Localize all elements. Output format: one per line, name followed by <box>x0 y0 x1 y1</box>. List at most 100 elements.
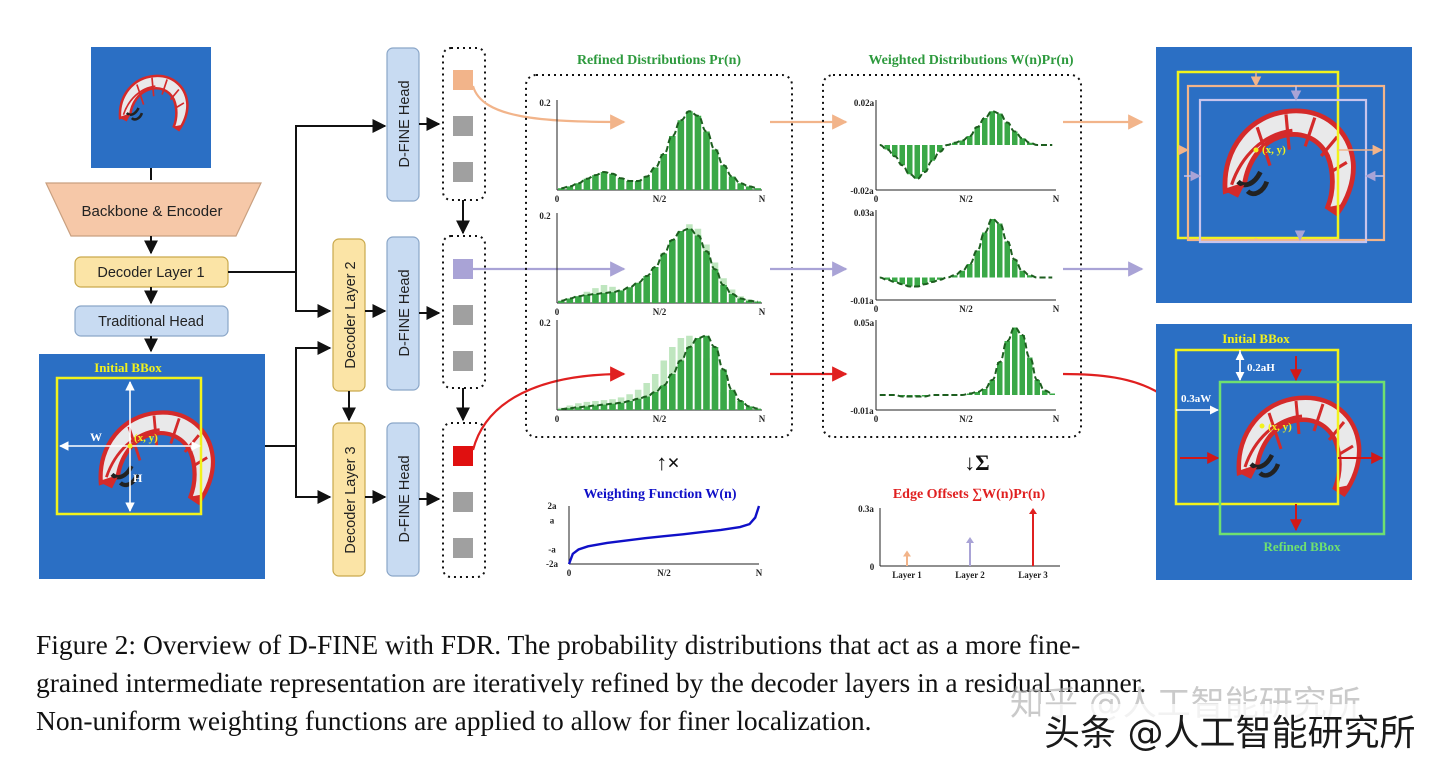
refined-bar <box>677 231 685 303</box>
refined-bar <box>651 392 659 410</box>
weighted-bar <box>974 250 980 278</box>
initial-bbox-label-left: Initial BBox <box>94 360 162 375</box>
refined-tick-half: N/2 <box>653 194 667 204</box>
weighted-curve-1 <box>879 110 1053 180</box>
weighted-distributions-panel <box>822 74 1082 438</box>
refined-bar <box>660 154 668 190</box>
query-column-3 <box>442 422 486 578</box>
weighting-tick-half: N/2 <box>657 568 671 578</box>
refined-bar <box>737 401 744 410</box>
traditional-head-label: Traditional Head <box>98 314 204 330</box>
weighted-bar <box>989 111 995 145</box>
dfine-head-2-label: D-FINE Head <box>397 269 413 356</box>
refined-bar <box>617 402 625 410</box>
weighted-bar <box>907 145 913 175</box>
weighted-curve-3 <box>879 326 1053 398</box>
refined-bar <box>686 228 693 303</box>
refined-tick-n: N <box>759 414 766 424</box>
weighted-bar <box>907 277 913 287</box>
refined-bar <box>737 183 744 190</box>
refined-bar <box>626 181 633 190</box>
weighted-bar <box>1012 131 1018 145</box>
edge-offsets-title: Edge Offsets ∑W(n)Pr(n) <box>893 487 1046 502</box>
weighted-bar <box>899 277 905 285</box>
edge-offsets-chart: Layer 1 Layer 2 Layer 3 0.3a 0 <box>858 504 1060 580</box>
refined-bar <box>600 293 608 303</box>
initial-bbox-rect <box>55 376 203 516</box>
weighted-bar <box>929 277 935 282</box>
weighted-bar <box>884 145 890 150</box>
weighted-tick-0: 0 <box>874 304 879 314</box>
xy-label-bottom: (x, y) <box>1268 421 1292 433</box>
edge-offset-arrowhead <box>903 550 911 557</box>
refined-charts: 0.2 0 N/2 N 0.2 0 N/2 N 0.2 0 N/2 N <box>539 98 765 424</box>
refined-bar <box>694 115 702 190</box>
weighted-bar <box>1019 138 1025 145</box>
backbone-encoder-block <box>45 182 262 237</box>
refined-bar <box>728 176 736 190</box>
refined-bar <box>575 183 582 190</box>
decoder-layer-3-label: Decoder Layer 3 <box>343 446 359 553</box>
refined-bar <box>745 186 753 190</box>
input-image <box>91 47 211 168</box>
weighted-bar <box>1034 380 1040 395</box>
weighted-bar <box>892 145 898 157</box>
refined-curve-1 <box>561 110 758 190</box>
toutiao-watermark: 头条 @人工智能研究所 <box>1040 704 1420 756</box>
refined-tick-half: N/2 <box>653 307 667 317</box>
refined-bar <box>677 360 685 410</box>
layer2-box <box>1186 84 1386 242</box>
weighted-ymax-label: 0.05a <box>854 318 875 328</box>
refined-bar <box>575 407 582 410</box>
weighted-bar <box>1004 241 1010 278</box>
weighted-bar <box>989 380 995 395</box>
refined-bar <box>609 292 616 303</box>
xy-label-left: (x, y) <box>134 432 158 444</box>
weighted-bar <box>967 136 973 145</box>
refined-chart-3: 0.2 0 N/2 N <box>539 318 765 424</box>
sum-operator: ↓Σ <box>964 450 989 475</box>
weighting-function-chart: 2a a -a -2a 0 N/2 N <box>546 501 763 578</box>
decoder-layer-2-label: Decoder Layer 2 <box>343 261 359 368</box>
refined-title: Refined Distributions Pr(n) <box>577 53 741 68</box>
initial-bbox-rect-right <box>1174 348 1340 506</box>
refined-chart-2: 0.2 0 N/2 N <box>539 211 765 317</box>
w-label: W <box>90 430 102 444</box>
weighted-ymin-label: -0.01a <box>850 296 874 306</box>
refined-bar <box>651 167 659 190</box>
weighted-tick-n: N <box>1053 304 1060 314</box>
refined-bar <box>643 396 650 410</box>
weighted-bar <box>1012 259 1018 278</box>
weighted-bar <box>1004 341 1010 395</box>
weighted-bar <box>1027 357 1033 395</box>
weighted-bar <box>997 223 1003 278</box>
initial-bbox-panel <box>39 354 265 579</box>
weighted-title: Weighted Distributions W(n)Pr(n) <box>868 53 1073 68</box>
weighting-y-tick: 2a <box>548 501 558 511</box>
edge-ymax-label: 0.3a <box>858 504 874 514</box>
weighted-bar <box>937 277 943 280</box>
backbone-label: Backbone & Encoder <box>82 203 223 220</box>
caption-line-3: Non-uniform weighting functions are appl… <box>36 705 872 736</box>
weighted-bar <box>959 270 965 278</box>
refinement-panel <box>1156 324 1412 580</box>
query-column-1 <box>442 47 486 201</box>
refined-bar <box>720 285 727 303</box>
refined-bar <box>694 235 702 303</box>
refined-ghost-bar <box>575 403 582 410</box>
weighted-ymin-label: -0.02a <box>850 186 874 196</box>
caption-line-1: Figure 2: Overview of D-FINE with FDR. T… <box>36 629 1081 660</box>
weighted-tick-n: N <box>1053 194 1060 204</box>
refined-bar <box>575 296 582 303</box>
refined-bar <box>592 294 599 303</box>
weighted-bar <box>989 219 995 278</box>
refined-bar <box>634 181 642 190</box>
weighted-ymax-label: 0.03a <box>854 208 875 218</box>
dfine-head-2: D-FINE Head <box>386 236 420 391</box>
refined-bar <box>634 282 642 303</box>
refined-bar <box>609 173 616 190</box>
refined-tick-half: N/2 <box>653 414 667 424</box>
weighted-bar <box>967 264 973 278</box>
weighted-tick-half: N/2 <box>959 414 973 424</box>
weighting-y-tick: -a <box>548 545 556 555</box>
